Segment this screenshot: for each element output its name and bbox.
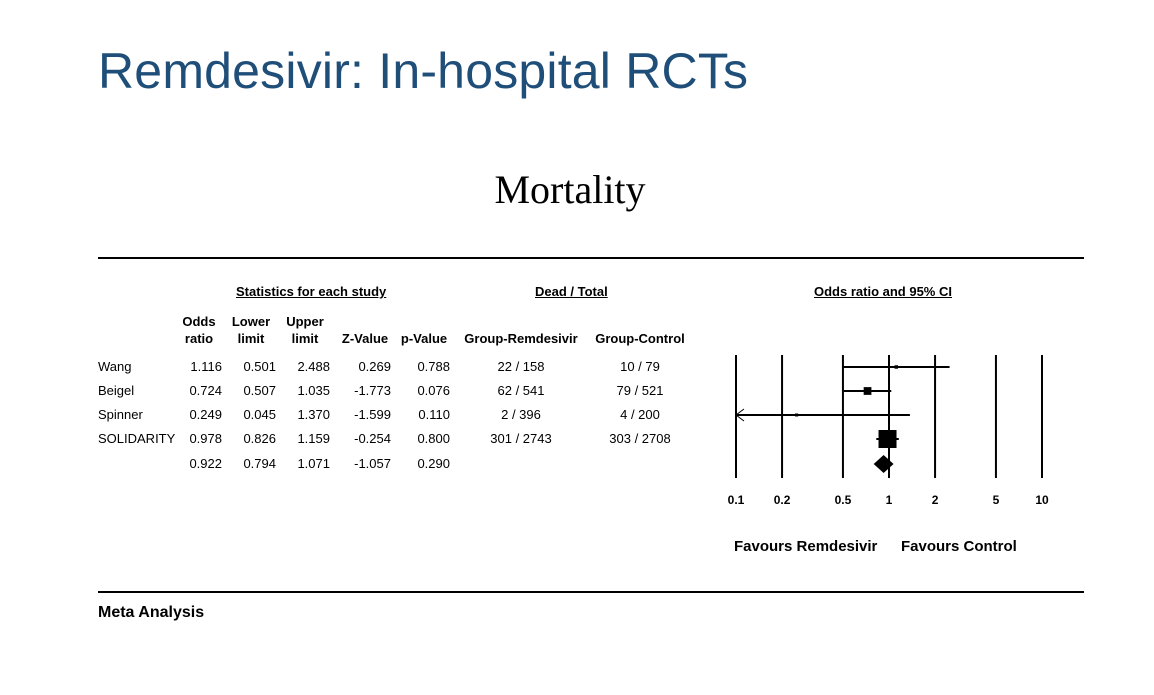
cell-group-remdesivir: 62 / 541 xyxy=(497,383,545,398)
col-header-group-control: Group-Control xyxy=(595,331,685,346)
summary-diamond xyxy=(873,455,894,473)
cell-upper-limit: 1.159 xyxy=(297,431,330,446)
tick-label: 0.2 xyxy=(774,493,791,507)
cell-lower-limit: 0.501 xyxy=(243,359,276,374)
cell-group-control: 79 / 521 xyxy=(616,383,664,398)
cell-group-control: 10 / 79 xyxy=(620,359,660,374)
plot-group-header: Odds ratio and 95% CI xyxy=(814,284,952,299)
point-estimate xyxy=(863,387,872,395)
cell-odds-ratio: 1.116 xyxy=(190,359,222,374)
col-header-upper-limit: Upper limit xyxy=(286,314,324,346)
tick-label: 10 xyxy=(1035,493,1049,507)
cell-z-value: -1.773 xyxy=(354,383,391,398)
cell-lower-limit: 0.045 xyxy=(243,407,276,422)
cell-p-value: 0.110 xyxy=(418,407,450,422)
cell-lower-limit: 0.507 xyxy=(243,383,276,398)
col-header-p-value: p-Value xyxy=(400,331,448,346)
summary-p-value: 0.290 xyxy=(417,456,450,471)
col-header-group-remdesivir: Group-Remdesivir xyxy=(464,331,578,346)
slide-title: Remdesivir: In-hospital RCTs xyxy=(98,43,749,99)
col-header-z-value: Z-Value xyxy=(341,331,389,346)
cell-group-remdesivir: 301 / 2743 xyxy=(490,431,552,446)
favours-remdesivir-label: Favours Remdesivir xyxy=(734,538,878,555)
cell-group-remdesivir: 2 / 396 xyxy=(501,407,541,422)
cell-upper-limit: 1.370 xyxy=(297,407,330,422)
dead-total-group-header: Dead / Total xyxy=(535,284,608,299)
cell-z-value: 0.269 xyxy=(358,359,391,374)
study-name: Wang xyxy=(98,359,132,374)
cell-group-control: 4 / 200 xyxy=(620,407,660,422)
study-name: Spinner xyxy=(98,407,143,422)
cell-p-value: 0.788 xyxy=(417,359,450,374)
cell-odds-ratio: 0.978 xyxy=(189,431,222,446)
summary-upper-limit: 1.071 xyxy=(297,456,330,471)
slide-subtitle: Mortality xyxy=(494,167,646,212)
summary-lower-limit: 0.794 xyxy=(243,456,276,471)
cell-p-value: 0.800 xyxy=(417,431,450,446)
tick-label: 0.5 xyxy=(835,493,852,507)
cell-group-remdesivir: 22 / 158 xyxy=(497,359,545,374)
cell-group-control: 303 / 2708 xyxy=(609,431,671,446)
cell-odds-ratio: 0.724 xyxy=(189,383,222,398)
tick-label: 5 xyxy=(993,493,1000,507)
top-rule xyxy=(98,257,1084,259)
bottom-rule xyxy=(98,591,1084,593)
tick-label: 2 xyxy=(932,493,939,507)
cell-upper-limit: 2.488 xyxy=(297,359,330,374)
cell-p-value: 0.076 xyxy=(417,383,450,398)
summary-odds-ratio: 0.922 xyxy=(189,456,222,471)
forest-plot: 0.1 0.2 0.5 1 2 5 10 xyxy=(728,355,1049,507)
point-estimate xyxy=(795,413,799,417)
cell-odds-ratio: 0.249 xyxy=(189,407,222,422)
col-header-odds-ratio: Odds ratio xyxy=(182,314,216,346)
cell-z-value: -1.599 xyxy=(354,407,391,422)
point-estimate xyxy=(894,365,899,369)
tick-label: 1 xyxy=(886,493,893,507)
stats-group-header: Statistics for each study xyxy=(236,284,387,299)
cell-upper-limit: 1.035 xyxy=(297,383,330,398)
cell-lower-limit: 0.826 xyxy=(243,431,276,446)
point-estimate xyxy=(878,430,897,448)
study-name: Beigel xyxy=(98,383,135,398)
cell-z-value: -0.254 xyxy=(354,431,391,446)
tick-label: 0.1 xyxy=(728,493,745,507)
summary-z-value: -1.057 xyxy=(354,456,391,471)
ci-arrow xyxy=(735,408,745,422)
footer-label: Meta Analysis xyxy=(98,604,205,621)
col-header-lower-limit: Lower limit xyxy=(231,314,271,346)
study-name: SOLIDARITY xyxy=(98,431,176,446)
favours-control-label: Favours Control xyxy=(901,538,1017,555)
